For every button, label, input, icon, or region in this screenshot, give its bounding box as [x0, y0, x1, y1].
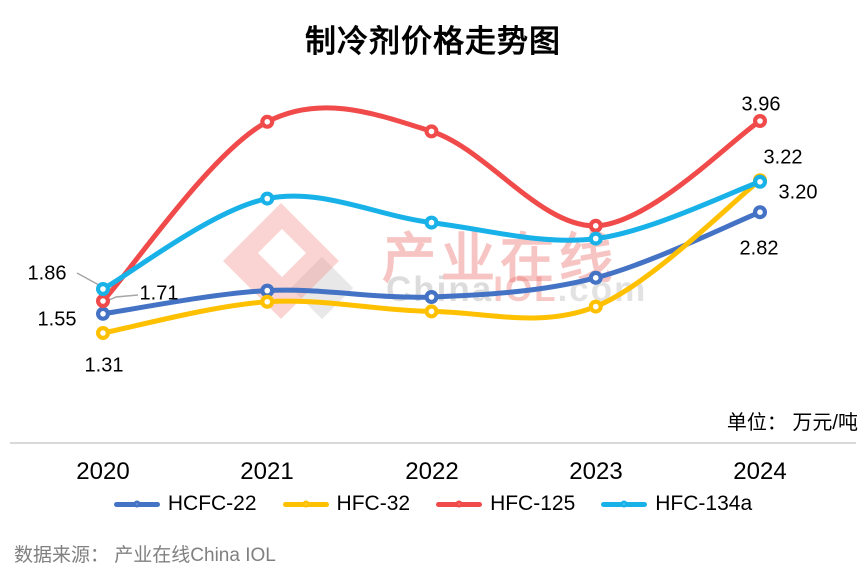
- legend-item-hfc125: HFC-125: [436, 492, 575, 516]
- series-line-HFC-125: [100, 105, 763, 304]
- point-label-hfc32-2020: 1.31: [84, 354, 124, 377]
- data-point-hole: [264, 119, 271, 125]
- watermark-brand-com: .com: [557, 270, 648, 309]
- point-label-hfc134a-2024: 3.20: [778, 181, 818, 204]
- point-label-hfc125-2020: 1.71: [139, 282, 179, 305]
- data-point-hole: [592, 275, 599, 281]
- legend-label-hfc125: HFC-125: [490, 492, 576, 515]
- legend-label-hcfc22: HCFC-22: [167, 492, 257, 515]
- data-source-note: 数据来源： 产业在线China IOL: [14, 545, 276, 566]
- data-point-HCFC-22-2022: [424, 290, 439, 304]
- series-line-HFC-134a: [100, 179, 763, 292]
- data-point-hole: [757, 209, 763, 215]
- point-label-hcfc22-2024: 2.82: [739, 237, 779, 260]
- data-point-hole: [264, 299, 271, 305]
- data-point-hole: [100, 330, 106, 336]
- legend-swatch-hcfc22: [113, 500, 160, 508]
- data-point-HCFC-22-2020: [96, 306, 110, 321]
- data-point-HFC-32-2022: [424, 304, 439, 319]
- data-point-HCFC-22-2023: [588, 270, 603, 285]
- chinaiol-watermark: 产业在线 ChinaIOL.com: [210, 203, 645, 322]
- data-point-HFC-125-2023: [588, 218, 603, 233]
- data-point-hole: [428, 219, 435, 226]
- legend-label-hfc134a: HFC-134a: [655, 492, 753, 515]
- legend-marker-icon: [302, 500, 310, 508]
- data-point-HCFC-22-2021: [260, 283, 275, 298]
- watermark-brand-en: ChinaIOL.com: [386, 270, 647, 310]
- data-point-HFC-32-2023: [588, 299, 603, 314]
- data-point-HCFC-22-2024: [753, 205, 767, 220]
- data-point-hole: [757, 177, 763, 183]
- watermark-brand-iol: IOL: [493, 270, 558, 309]
- data-point-hole: [592, 303, 599, 310]
- watermark-diamond-logo: [223, 203, 339, 319]
- legend-swatch-hfc125: [436, 500, 483, 508]
- legend-label-hfc32: HFC-32: [336, 492, 411, 515]
- x-axis: 2020 2021 2022 2023 2024: [0, 458, 866, 485]
- legend-item-hfc134a: HFC-134a: [601, 492, 752, 516]
- data-point-hole: [100, 286, 106, 292]
- point-label-hfc32-2024: 3.22: [763, 146, 803, 169]
- legend-marker-icon: [620, 500, 628, 508]
- data-point-HFC-125-2020: [96, 294, 110, 308]
- series-line-HFC-32: [100, 177, 763, 336]
- data-point-HFC-32-2021: [260, 294, 275, 309]
- watermark-brand-cn: 产业在线: [382, 229, 618, 289]
- data-point-HFC-134a-2023: [588, 231, 603, 246]
- x-tick-2024: 2024: [733, 458, 787, 485]
- data-point-hole: [264, 287, 271, 294]
- data-point-hole: [592, 223, 599, 229]
- data-point-hole: [757, 179, 763, 185]
- legend-swatch-hfc32: [282, 500, 329, 508]
- data-point-HFC-125-2021: [260, 114, 275, 129]
- data-point-hole: [592, 235, 599, 242]
- series-line-HCFC-22: [100, 209, 763, 317]
- x-tick-2023: 2023: [569, 458, 623, 485]
- label-leader-line: [76, 272, 102, 288]
- unit-note: 单位： 万元/吨: [726, 412, 858, 434]
- data-point-hole: [428, 294, 435, 300]
- data-point-hole: [428, 128, 435, 135]
- data-point-hole: [100, 298, 106, 304]
- data-point-hole: [100, 311, 106, 317]
- data-point-HFC-134a-2021: [260, 191, 275, 206]
- chart-title: 制冷剂价格走势图: [305, 24, 561, 59]
- x-tick-2021: 2021: [240, 458, 294, 485]
- data-point-HFC-134a-2024: [753, 174, 767, 189]
- watermark-brand-china: China: [386, 270, 494, 309]
- data-point-hole: [428, 308, 435, 315]
- legend-swatch-hfc134a: [601, 500, 648, 508]
- x-tick-2020: 2020: [76, 458, 130, 485]
- legend-marker-icon: [455, 500, 463, 508]
- legend-item-hcfc22: HCFC-22: [113, 492, 257, 516]
- point-label-hfc125-2024: 3.96: [741, 93, 781, 116]
- point-label-hfc134a-2020: 1.86: [27, 262, 67, 285]
- x-tick-2022: 2022: [405, 458, 459, 485]
- data-point-HFC-125-2022: [424, 124, 439, 139]
- watermark-diamond-hole: [257, 228, 307, 278]
- data-point-HFC-134a-2020: [96, 282, 110, 296]
- watermark-diamond-shadow: [290, 256, 354, 320]
- label-leader-line: [106, 294, 139, 302]
- data-point-HFC-134a-2022: [424, 215, 439, 230]
- legend-marker-icon: [133, 500, 141, 508]
- data-point-hole: [264, 195, 271, 202]
- chart-legend: HCFC-22 HFC-32 HFC-125 HFC-134a: [0, 492, 866, 516]
- data-point-hole: [757, 118, 763, 124]
- data-point-HFC-32-2020: [96, 326, 110, 340]
- data-point-HFC-32-2024: [753, 173, 767, 188]
- legend-item-hfc32: HFC-32: [282, 492, 411, 516]
- point-label-hcfc22-2020: 1.55: [37, 308, 77, 331]
